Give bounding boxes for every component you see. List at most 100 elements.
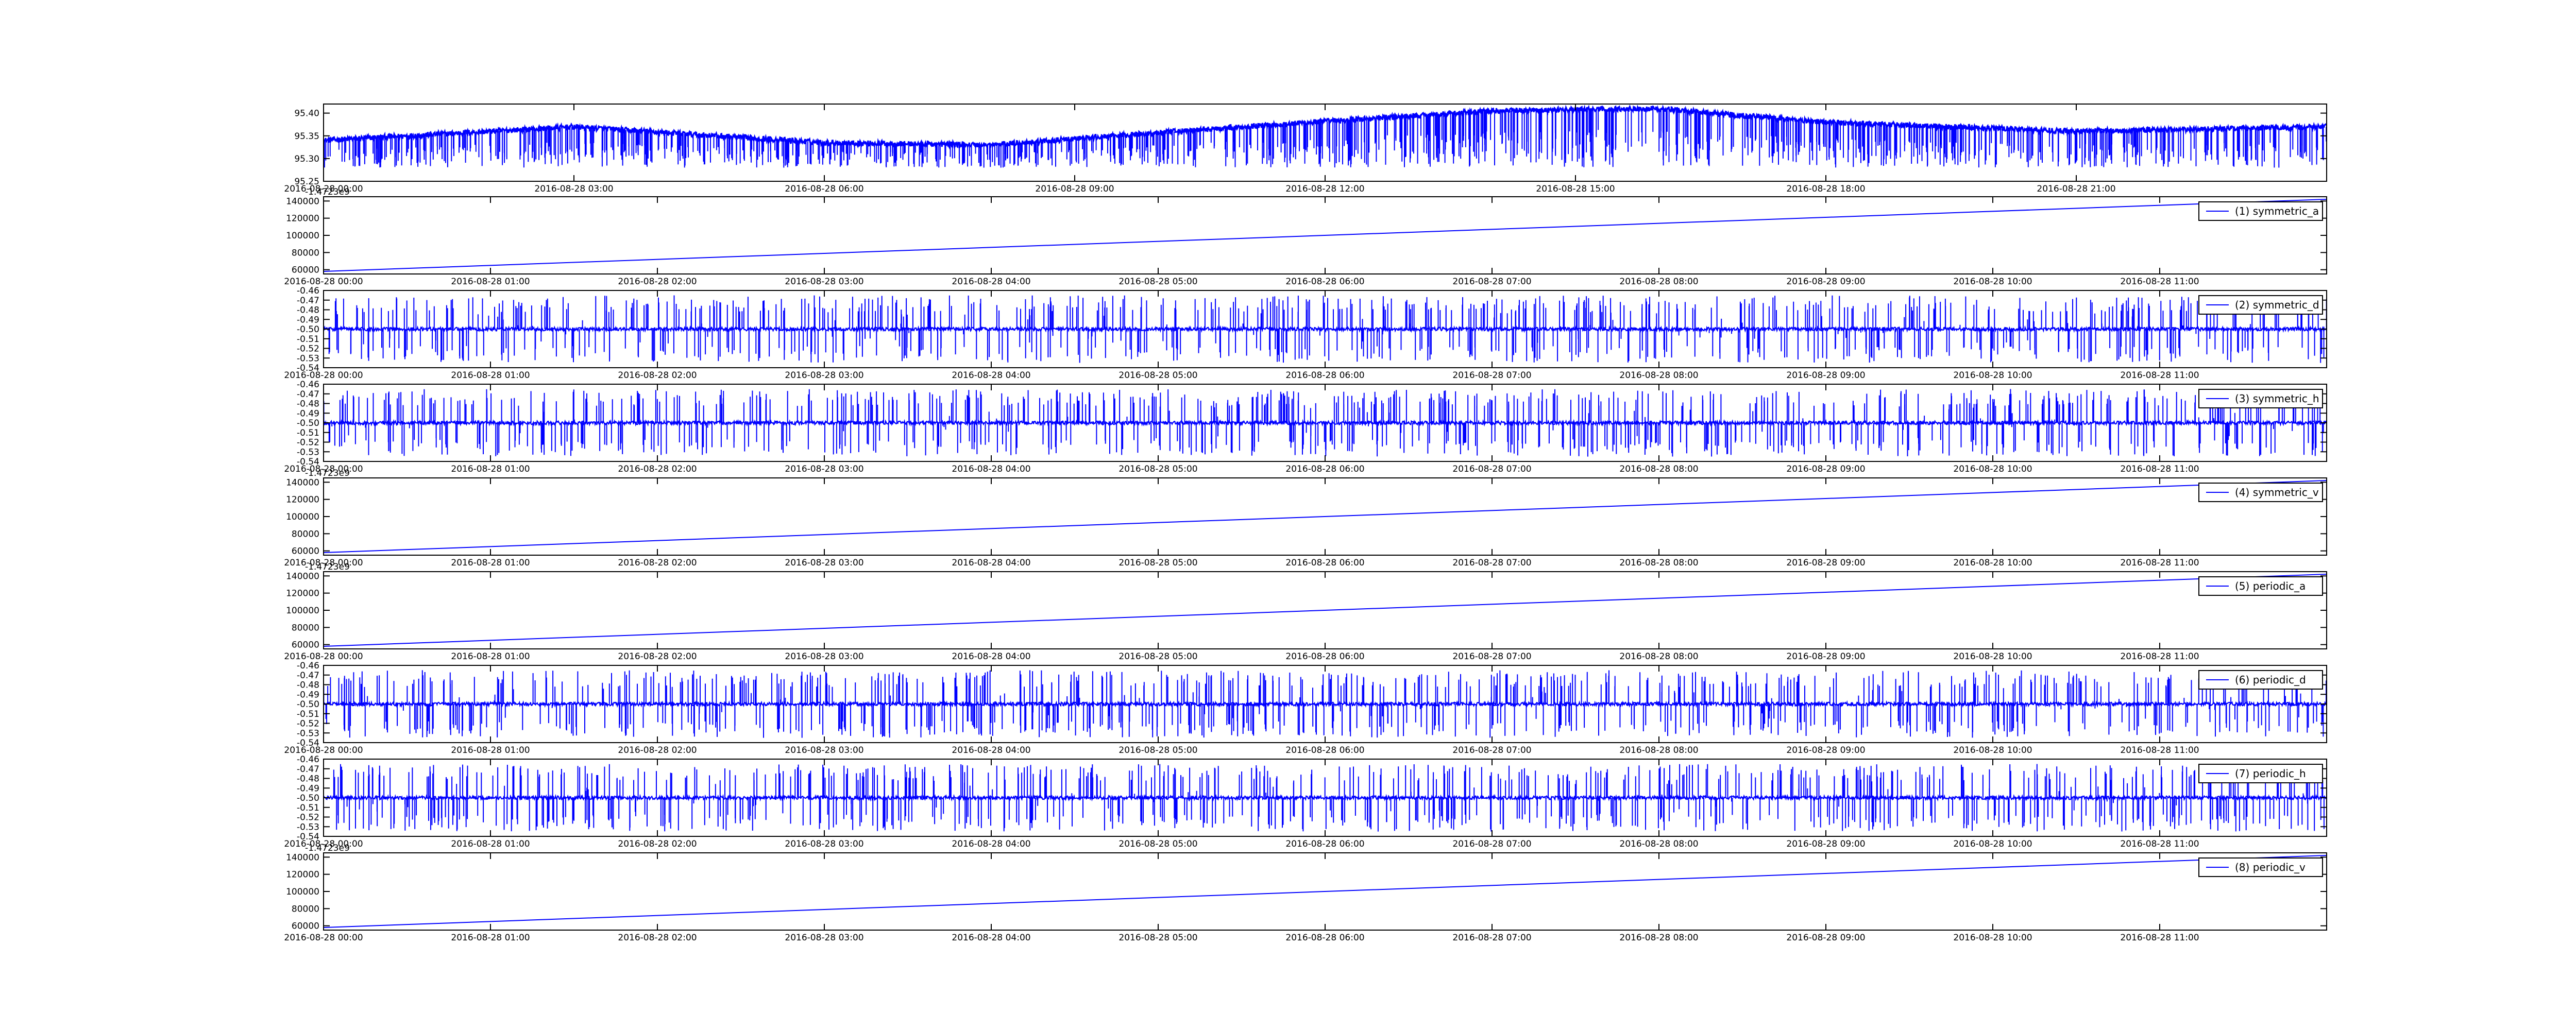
y-tick-label: -0.48 bbox=[297, 774, 319, 784]
x-tick-label: 2016-08-28 05:00 bbox=[1118, 370, 1197, 381]
x-tick-label: 2016-08-28 18:00 bbox=[1786, 184, 1865, 194]
y-tick-label: -0.48 bbox=[297, 680, 319, 691]
x-tick-label: 2016-08-28 03:00 bbox=[785, 839, 863, 849]
y-tick-label: -0.47 bbox=[297, 389, 319, 400]
legend: (7) periodic_h bbox=[2198, 764, 2323, 783]
x-tick-label: 2016-08-28 01:00 bbox=[451, 370, 530, 381]
y-tick-label: -0.49 bbox=[297, 783, 319, 794]
y-tick-label: -0.49 bbox=[297, 315, 319, 325]
y-tick-label: 120000 bbox=[286, 589, 319, 599]
x-tick-label: 2016-08-28 07:00 bbox=[1452, 933, 1531, 943]
y-tick-label: -0.51 bbox=[297, 428, 319, 438]
x-tick-label: 2016-08-28 00:00 bbox=[284, 464, 363, 474]
x-tick-label: 2016-08-28 01:00 bbox=[451, 277, 530, 287]
x-tick-label: 2016-08-28 00:00 bbox=[284, 370, 363, 381]
series-line bbox=[324, 855, 2327, 928]
y-tick-label: -0.51 bbox=[297, 709, 319, 719]
x-tick-label: 2016-08-28 05:00 bbox=[1118, 464, 1197, 474]
x-tick-label: 2016-08-28 02:00 bbox=[618, 370, 697, 381]
y-tick-label: -0.49 bbox=[297, 690, 319, 700]
y-tick-label: 60000 bbox=[292, 265, 319, 276]
plot-area bbox=[324, 104, 2327, 168]
x-tick-label: 2016-08-28 05:00 bbox=[1118, 277, 1197, 287]
y-tick-label: 120000 bbox=[286, 870, 319, 880]
x-tick-label: 2016-08-28 06:00 bbox=[1285, 558, 1364, 568]
y-tick-label: 80000 bbox=[292, 529, 319, 539]
plot-area bbox=[324, 670, 2327, 738]
y-offset-label: -1.4723e9 bbox=[305, 187, 350, 197]
x-tick-label: 2016-08-28 00:00 bbox=[284, 839, 363, 849]
x-tick-label: 2016-08-28 10:00 bbox=[1953, 651, 2032, 662]
y-offset-label: -1.4723e9 bbox=[305, 562, 350, 572]
y-tick-label: -0.46 bbox=[297, 286, 319, 296]
y-tick-label: 140000 bbox=[286, 852, 319, 863]
x-tick-label: 2016-08-28 08:00 bbox=[1619, 651, 1698, 662]
plot-area bbox=[324, 855, 2327, 928]
x-tick-label: 2016-08-28 11:00 bbox=[2120, 745, 2199, 756]
x-tick-label: 2016-08-28 12:00 bbox=[1285, 184, 1364, 194]
x-tick-label: 2016-08-28 05:00 bbox=[1118, 558, 1197, 568]
x-tick-label: 2016-08-28 04:00 bbox=[952, 370, 1030, 381]
x-tick-label: 2016-08-28 03:00 bbox=[785, 651, 863, 662]
y-tick-label: 80000 bbox=[292, 904, 319, 914]
chart-panel-p7: -0.54-0.53-0.52-0.51-0.50-0.49-0.48-0.47… bbox=[284, 754, 2327, 849]
x-tick-label: 2016-08-28 09:00 bbox=[1786, 651, 1865, 662]
x-tick-label: 2016-08-28 09:00 bbox=[1786, 277, 1865, 287]
x-tick-label: 2016-08-28 02:00 bbox=[618, 277, 697, 287]
x-tick-label: 2016-08-28 10:00 bbox=[1953, 558, 2032, 568]
x-tick-label: 2016-08-28 09:00 bbox=[1786, 558, 1865, 568]
plot-area bbox=[324, 199, 2327, 272]
x-tick-label: 2016-08-28 08:00 bbox=[1619, 464, 1698, 474]
y-tick-label: -0.54 bbox=[297, 832, 319, 842]
y-tick-label: -0.48 bbox=[297, 305, 319, 316]
legend-label: (6) periodic_d bbox=[2235, 674, 2306, 686]
legend-label: (3) symmetric_h bbox=[2235, 392, 2319, 405]
y-tick-label: 95.35 bbox=[294, 131, 319, 142]
chart-panel-p1: 60000 80000 100000 120000 140000 2016-08-28 0… bbox=[284, 187, 2327, 287]
x-tick-label: 2016-08-28 06:00 bbox=[1285, 464, 1364, 474]
x-tick-label: 2016-08-28 08:00 bbox=[1619, 277, 1698, 287]
plot-area bbox=[324, 295, 2327, 363]
y-tick-label: -0.50 bbox=[297, 699, 319, 710]
x-tick-label: 2016-08-28 05:00 bbox=[1118, 651, 1197, 662]
series-spikes bbox=[324, 389, 2324, 457]
x-tick-label: 2016-08-28 10:00 bbox=[1953, 370, 2032, 381]
chart-panel-p6: -0.54-0.53-0.52-0.51-0.50-0.49-0.48-0.47… bbox=[284, 661, 2327, 756]
y-tick-label: -0.48 bbox=[297, 399, 319, 409]
y-tick-label: 95.40 bbox=[294, 109, 319, 119]
x-tick-label: 2016-08-28 03:00 bbox=[785, 745, 863, 756]
series-baseline bbox=[324, 104, 2327, 150]
x-tick-label: 2016-08-28 08:00 bbox=[1619, 370, 1698, 381]
x-tick-label: 2016-08-28 00:00 bbox=[284, 558, 363, 568]
y-tick-label: -0.52 bbox=[297, 719, 319, 729]
legend-label: (7) periodic_h bbox=[2235, 767, 2306, 780]
y-tick-label: -0.54 bbox=[297, 363, 319, 373]
chart-panel-p2: -0.54-0.53-0.52-0.51-0.50-0.49-0.48-0.47… bbox=[284, 286, 2327, 381]
y-tick-label: 60000 bbox=[292, 921, 319, 932]
x-tick-label: 2016-08-28 02:00 bbox=[618, 933, 697, 943]
chart-panel-p4: 60000 80000 100000 120000 140000 2016-08-28 0… bbox=[284, 468, 2327, 568]
x-tick-label: 2016-08-28 03:00 bbox=[785, 277, 863, 287]
y-offset-label: -1.4723e9 bbox=[305, 843, 350, 853]
x-tick-label: 2016-08-28 11:00 bbox=[2120, 651, 2199, 662]
x-tick-label: 2016-08-28 00:00 bbox=[284, 933, 363, 943]
y-tick-label: 60000 bbox=[292, 640, 319, 650]
x-tick-label: 2016-08-28 03:00 bbox=[785, 933, 863, 943]
x-tick-label: 2016-08-28 11:00 bbox=[2120, 933, 2199, 943]
y-tick-label: -0.53 bbox=[297, 728, 319, 739]
legend: (6) periodic_d bbox=[2198, 670, 2323, 690]
x-tick-label: 2016-08-28 00:00 bbox=[284, 184, 363, 194]
x-tick-label: 2016-08-28 03:00 bbox=[534, 184, 613, 194]
x-tick-label: 2016-08-28 05:00 bbox=[1118, 839, 1197, 849]
y-tick-label: -0.52 bbox=[297, 344, 319, 354]
legend-label: (1) symmetric_a bbox=[2235, 205, 2319, 217]
x-tick-label: 2016-08-28 09:00 bbox=[1035, 184, 1114, 194]
y-tick-label: -0.50 bbox=[297, 793, 319, 803]
x-tick-label: 2016-08-28 04:00 bbox=[952, 745, 1030, 756]
x-tick-label: 2016-08-28 00:00 bbox=[284, 745, 363, 756]
y-tick-label: 60000 bbox=[292, 546, 319, 557]
y-tick-label: 100000 bbox=[286, 606, 319, 616]
x-tick-label: 2016-08-28 00:00 bbox=[284, 651, 363, 662]
y-tick-label: 140000 bbox=[286, 196, 319, 207]
